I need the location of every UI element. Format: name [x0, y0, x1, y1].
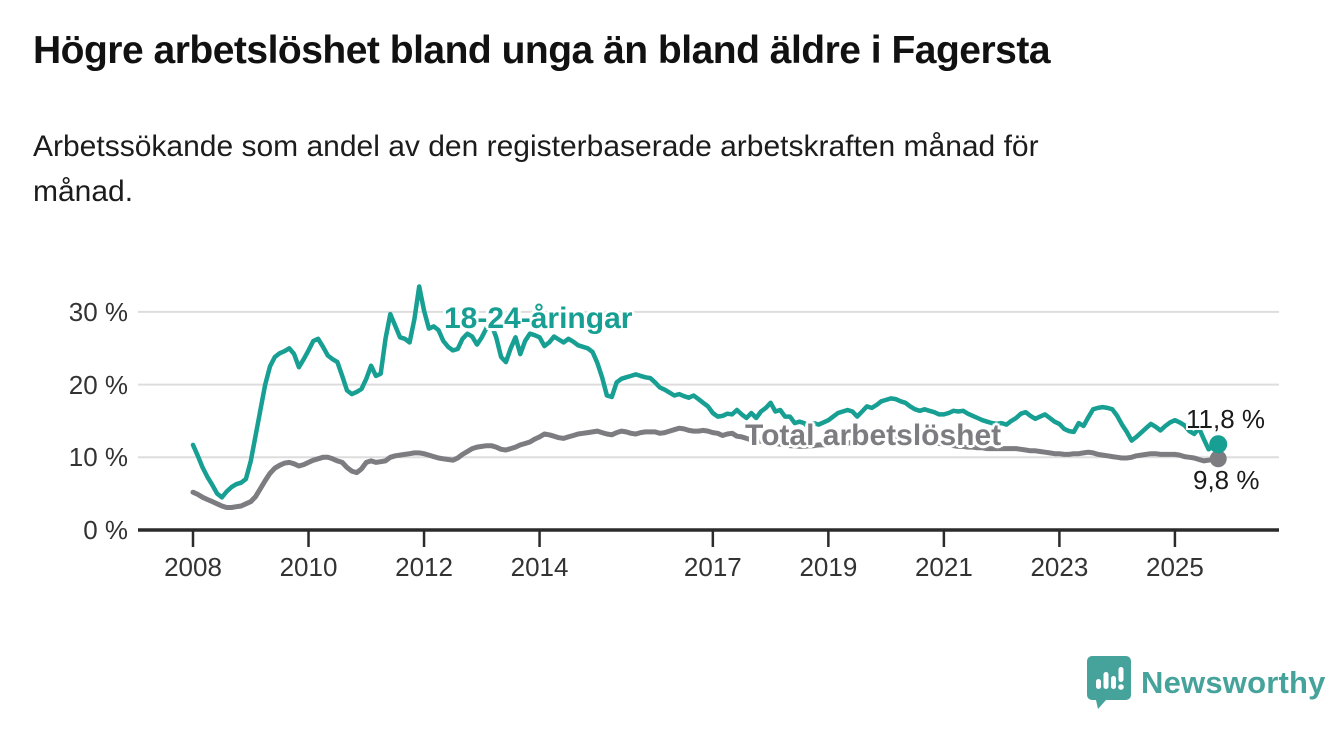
x-tick-label: 2014 [510, 552, 569, 582]
logo-bar-short [1096, 679, 1101, 689]
x-tick-label: 2023 [1030, 552, 1089, 582]
newsworthy-logo: Newsworthy [1086, 655, 1326, 711]
x-tick-label: 2012 [395, 552, 453, 582]
x-tick-label: 2008 [164, 552, 222, 582]
x-tick-label: 2021 [914, 552, 973, 582]
end-value-label-young: 11,8 % [1186, 404, 1266, 434]
series-label-total: Total arbetslöshet [745, 419, 1002, 452]
series-label-young: 18-24-åringar [444, 302, 633, 335]
newsworthy-logo-icon [1087, 656, 1131, 709]
x-tick-label: 2017 [683, 552, 742, 582]
end-value-label-total: 9,8 % [1193, 465, 1260, 495]
y-tick-label: 0 % [83, 515, 128, 545]
y-tick-label: 30 % [68, 296, 128, 327]
x-tick-label: 2025 [1145, 552, 1204, 582]
logo-bar-mid [1111, 676, 1116, 689]
newsworthy-wordmark: Newsworthy [1141, 665, 1326, 700]
page-title: Högre arbetslöshet bland unga än bland ä… [33, 29, 1051, 72]
chart-subtitle: Arbetssökande som andel av den registerb… [33, 130, 1039, 208]
x-tick-label: 2010 [279, 552, 338, 582]
y-tick-label: 10 % [68, 442, 128, 473]
logo-exclamation-bar [1118, 667, 1124, 682]
y-tick-label: 20 % [68, 369, 128, 400]
logo-exclamation-dot [1118, 684, 1124, 690]
x-tick-label: 2019 [799, 552, 858, 582]
logo-bar-tall [1103, 672, 1109, 689]
